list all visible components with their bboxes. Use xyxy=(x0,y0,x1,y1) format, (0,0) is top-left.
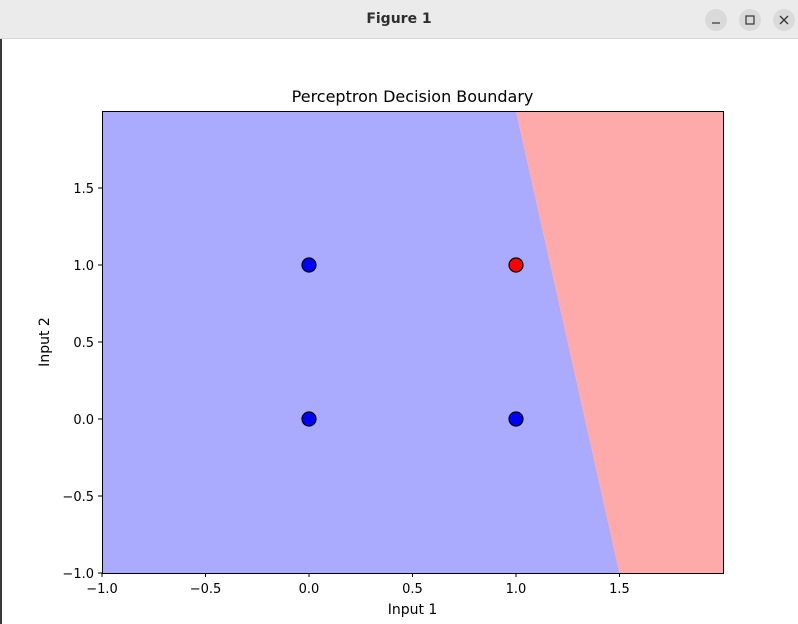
region-class-0 xyxy=(102,111,620,573)
chart-title: Perceptron Decision Boundary xyxy=(292,87,534,106)
y-axis-label: Input 2 xyxy=(37,317,53,367)
y-tick-label: 1.5 xyxy=(73,182,94,197)
x-tick-label: −0.5 xyxy=(190,582,222,597)
y-tick-label: 0.5 xyxy=(73,336,94,351)
maximize-icon xyxy=(745,15,755,25)
chart-svg: −1.0 −0.5 0.0 0.5 1.0 1.5 −1.0 −0.5 0.0 0.5 1.0 1.… xyxy=(37,87,724,618)
data-point xyxy=(301,411,317,427)
window-title: Figure 1 xyxy=(366,11,432,27)
close-icon xyxy=(779,15,789,25)
close-button[interactable] xyxy=(773,9,795,31)
minimize-button[interactable] xyxy=(705,9,727,31)
x-tick-label: 1.5 xyxy=(609,582,630,597)
y-tick-label: −0.5 xyxy=(62,490,94,505)
region-class-1 xyxy=(516,111,723,573)
x-tick-label: 0.5 xyxy=(402,582,423,597)
x-tick-label: 1.0 xyxy=(506,582,527,597)
window-edge xyxy=(0,39,2,624)
y-tick-label: 0.0 xyxy=(73,413,94,428)
y-tick-label: 1.0 xyxy=(73,259,94,274)
minimize-icon xyxy=(712,22,720,24)
data-point xyxy=(508,411,524,427)
x-tick-label: 0.0 xyxy=(299,582,320,597)
data-point xyxy=(508,257,524,273)
window-titlebar[interactable]: Figure 1 xyxy=(0,0,798,39)
maximize-button[interactable] xyxy=(739,9,761,31)
data-point xyxy=(301,257,317,273)
x-axis-label: Input 1 xyxy=(388,602,438,618)
y-tick-label: −1.0 xyxy=(62,567,94,582)
x-tick-label: −1.0 xyxy=(86,582,118,597)
